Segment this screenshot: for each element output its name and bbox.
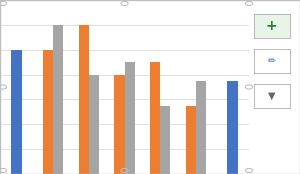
- Bar: [227, 81, 238, 174]
- Bar: [52, 25, 63, 174]
- Bar: [114, 75, 124, 174]
- Bar: [43, 50, 52, 174]
- Bar: [160, 106, 170, 174]
- Bar: [79, 25, 88, 174]
- Text: ✏: ✏: [267, 56, 276, 66]
- Bar: [11, 50, 22, 174]
- Text: +: +: [266, 19, 277, 33]
- Bar: [88, 75, 99, 174]
- Bar: [186, 106, 197, 174]
- Bar: [124, 62, 135, 174]
- Bar: [150, 62, 161, 174]
- Text: ▼: ▼: [268, 91, 275, 101]
- Bar: [196, 81, 206, 174]
